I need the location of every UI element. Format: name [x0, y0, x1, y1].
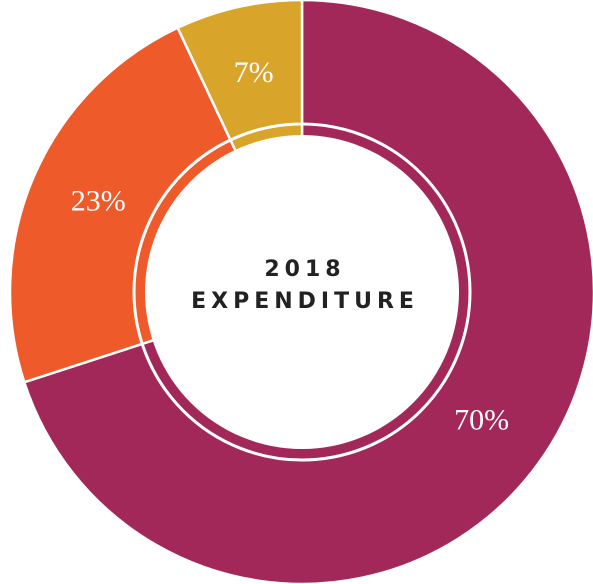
value-label: 70% [454, 403, 509, 436]
inner-ring [132, 122, 472, 462]
chart-title: 2018 [264, 257, 345, 282]
value-label: 7% [234, 56, 274, 89]
slices [8, 0, 593, 584]
center-disc [145, 135, 459, 449]
chart-subtitle: EXPENDITURE [191, 289, 419, 314]
value-label: 23% [71, 185, 126, 218]
